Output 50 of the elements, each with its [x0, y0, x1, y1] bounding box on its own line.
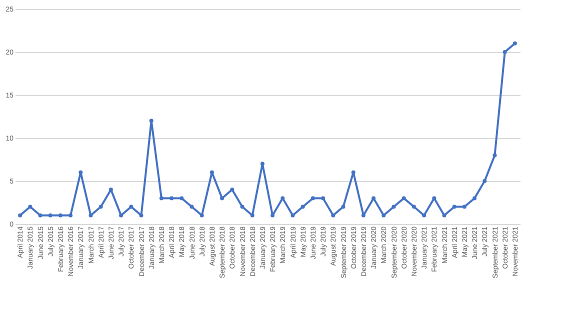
point: [200, 213, 204, 218]
point: [432, 196, 436, 200]
point: [119, 213, 124, 218]
point: [220, 196, 224, 200]
point: [250, 213, 254, 218]
point: [180, 196, 184, 200]
point: [98, 204, 103, 209]
point: [351, 170, 356, 174]
point: [58, 213, 62, 218]
point: [310, 196, 315, 200]
point: [280, 196, 285, 200]
point: [38, 213, 42, 218]
point: [331, 213, 336, 218]
point: [68, 213, 73, 218]
point: [139, 213, 144, 218]
point: [442, 213, 446, 218]
point: [382, 213, 386, 218]
point: [260, 162, 264, 166]
point: [512, 41, 517, 46]
point: [230, 188, 234, 192]
point: [472, 196, 477, 200]
point: [78, 170, 83, 174]
point: [422, 213, 426, 218]
point: [159, 196, 164, 200]
point: [502, 50, 507, 54]
point: [240, 204, 244, 209]
point: [462, 204, 466, 209]
point: [290, 213, 295, 218]
point: [129, 204, 134, 209]
point: [190, 204, 194, 209]
point: [270, 213, 275, 218]
point: [482, 179, 487, 183]
point: [48, 213, 52, 218]
point: [300, 204, 305, 209]
point: [341, 204, 346, 209]
point: [402, 196, 406, 200]
point: [28, 204, 32, 209]
point: [321, 196, 326, 200]
point: [392, 204, 396, 209]
point: [452, 204, 456, 209]
point: [149, 118, 154, 123]
point: [412, 204, 416, 209]
line-series: [18, 41, 517, 218]
point: [88, 213, 93, 218]
point: [210, 170, 214, 174]
point: [361, 213, 366, 218]
point: [492, 153, 497, 158]
point: [372, 196, 376, 200]
point: [18, 213, 22, 218]
point: [170, 196, 174, 200]
